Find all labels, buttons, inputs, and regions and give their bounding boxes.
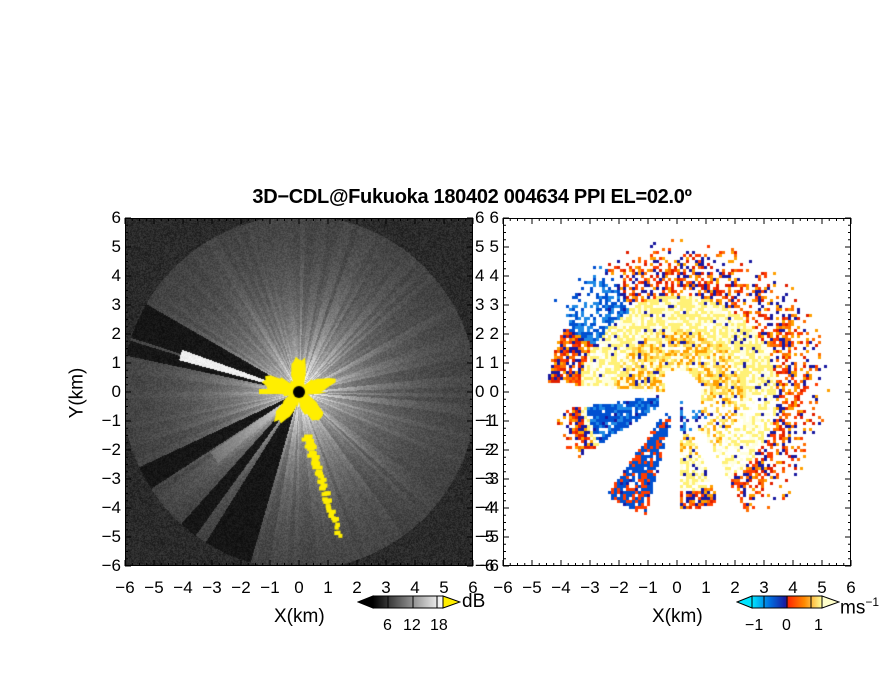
- x-tick-label: −3: [580, 578, 600, 597]
- y-tick-label: 6: [489, 208, 499, 227]
- x-tick-label: 1: [701, 578, 711, 597]
- x-tick-label: 6: [846, 578, 856, 597]
- vel-tick-minus1: −1: [745, 617, 764, 634]
- x-tick-label: 2: [730, 578, 740, 597]
- x-tick-label: 1: [323, 578, 333, 597]
- x-tick-label: −6: [493, 578, 513, 597]
- velocity-panel: [503, 218, 851, 566]
- y-tick-label: 5: [111, 237, 121, 256]
- y-tick-label: −4: [479, 498, 499, 517]
- y-tick-label-right: 3: [475, 295, 485, 314]
- y-tick-label: −3: [101, 469, 121, 488]
- vel-tick-0: 0: [782, 617, 791, 634]
- x-tick-label: −5: [144, 578, 164, 597]
- x-tick-label: −4: [173, 578, 193, 597]
- y-tick-label-right: −1: [475, 411, 495, 430]
- reflectivity-colorbar: [357, 595, 461, 609]
- y-tick-label: 3: [489, 295, 499, 314]
- reflectivity-panel: [125, 218, 473, 566]
- x-tick-label: −5: [522, 578, 542, 597]
- x-tick-label: 5: [817, 578, 827, 597]
- x-tick-label: 3: [381, 578, 391, 597]
- y-tick-label: 1: [111, 353, 121, 372]
- y-axis-label: Y(km): [66, 367, 88, 419]
- y-tick-label: −2: [479, 440, 499, 459]
- y-tick-label: −2: [101, 440, 121, 459]
- x-tick-label: 2: [352, 578, 362, 597]
- y-tick-label: 2: [489, 324, 499, 343]
- x-tick-label: 0: [672, 578, 682, 597]
- y-tick-label: −5: [479, 527, 499, 546]
- y-tick-label-right: 4: [475, 266, 485, 285]
- y-tick-label: −1: [101, 411, 121, 430]
- y-tick-label: −5: [101, 527, 121, 546]
- vel-tick-1: 1: [814, 617, 823, 634]
- refl-tick-12: 12: [403, 617, 421, 634]
- y-tick-label: −1: [479, 411, 499, 430]
- y-tick-label-right: −5: [475, 527, 495, 546]
- y-tick-label: 0: [489, 382, 499, 401]
- y-tick-label: −3: [479, 469, 499, 488]
- y-tick-label-right: −6: [475, 556, 495, 575]
- x-axis-label-right: X(km): [652, 606, 703, 627]
- y-tick-label-right: 1: [475, 353, 485, 372]
- y-tick-label: 4: [111, 266, 121, 285]
- y-tick-label: −6: [101, 556, 121, 575]
- x-tick-label: 4: [410, 578, 420, 597]
- refl-tick-6: 6: [383, 617, 392, 634]
- x-tick-label: −3: [202, 578, 222, 597]
- y-tick-label: 2: [111, 324, 121, 343]
- x-tick-label: 0: [294, 578, 304, 597]
- chart-title: 3D−CDL@Fukuoka 180402 004634 PPI EL=02.0…: [252, 186, 692, 208]
- x-tick-label: −2: [609, 578, 629, 597]
- y-tick-label: 6: [111, 208, 121, 227]
- y-tick-label: 4: [489, 266, 499, 285]
- x-tick-label: 6: [468, 578, 478, 597]
- y-tick-label-right: 6: [475, 208, 485, 227]
- x-tick-label: 4: [788, 578, 798, 597]
- velocity-colorbar: [736, 595, 840, 609]
- y-tick-label-right: −4: [475, 498, 495, 517]
- x-tick-label: −1: [638, 578, 658, 597]
- y-tick-label: −4: [101, 498, 121, 517]
- y-tick-label: 1: [489, 353, 499, 372]
- x-tick-label: 5: [439, 578, 449, 597]
- y-tick-label-right: 5: [475, 237, 485, 256]
- x-tick-label: 3: [759, 578, 769, 597]
- reflectivity-heatmap: [125, 218, 473, 566]
- velocity-unit: ms−1: [840, 592, 879, 618]
- refl-tick-18: 18: [430, 617, 448, 634]
- y-tick-label-right: 0: [475, 382, 485, 401]
- velocity-unit-base: ms: [840, 597, 866, 619]
- y-tick-label-right: 2: [475, 324, 485, 343]
- velocity-unit-exponent: −1: [865, 595, 880, 609]
- y-tick-label-right: −3: [475, 469, 495, 488]
- y-tick-label-right: −2: [475, 440, 495, 459]
- y-tick-label: −6: [479, 556, 499, 575]
- x-tick-label: −4: [551, 578, 571, 597]
- velocity-heatmap: [503, 218, 851, 566]
- y-tick-label: 5: [489, 237, 499, 256]
- reflectivity-unit: dB: [462, 591, 486, 612]
- y-tick-label: 3: [111, 295, 121, 314]
- x-tick-label: −2: [231, 578, 251, 597]
- x-tick-label: −6: [115, 578, 135, 597]
- x-tick-label: −1: [260, 578, 280, 597]
- y-tick-label: 0: [111, 382, 121, 401]
- x-axis-label-left: X(km): [274, 606, 325, 627]
